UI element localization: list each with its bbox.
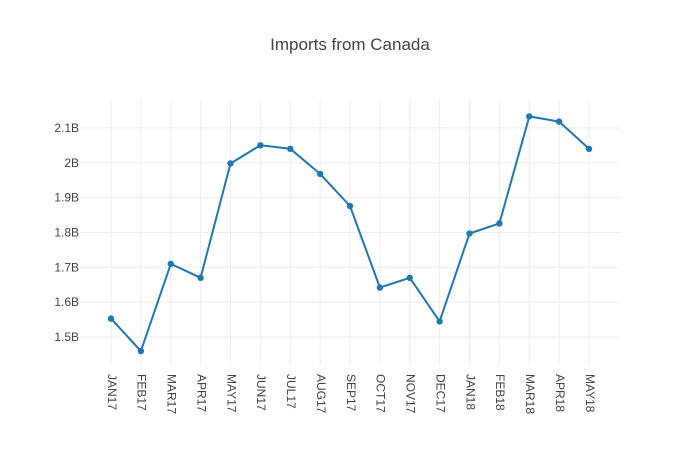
- x-tick-label: FEB18: [493, 374, 507, 411]
- x-tick-label: NOV17: [404, 374, 418, 414]
- x-tick-label: DEC17: [433, 374, 447, 413]
- y-tick-label: 2B: [64, 156, 79, 170]
- x-tick-label: FEB17: [135, 374, 149, 411]
- data-point[interactable]: [406, 274, 413, 282]
- data-point[interactable]: [376, 284, 384, 291]
- x-tick-label: MAY18: [583, 374, 597, 413]
- data-point[interactable]: [526, 113, 533, 120]
- data-point[interactable]: [227, 160, 234, 167]
- x-tick-label: MAY17: [224, 374, 238, 413]
- y-tick-label: 1.9B: [54, 191, 79, 205]
- data-point[interactable]: [555, 118, 563, 125]
- x-tick-label: MAR18: [523, 374, 537, 414]
- data-point[interactable]: [137, 347, 145, 355]
- data-point[interactable]: [167, 260, 174, 268]
- y-tick-label: 1.5B: [54, 330, 79, 344]
- y-axis: 1.5B 1.6B 1.7B 1.8B 1.9B 2B 2.1B: [54, 121, 79, 344]
- y-tick-label: 1.6B: [54, 295, 79, 309]
- x-tick-label: APR17: [194, 374, 208, 412]
- data-point[interactable]: [346, 202, 354, 210]
- y-tick-label: 2.1B: [54, 121, 79, 135]
- x-tick-label: APR18: [553, 374, 567, 412]
- x-tick-label: JAN17: [105, 374, 119, 410]
- data-point[interactable]: [257, 142, 264, 149]
- x-tick-label: AUG17: [314, 374, 328, 414]
- x-axis: JAN17 FEB17 MAR17 APR17 MAY17 JUN17 JUL17 AUG17…: [105, 374, 597, 414]
- data-point[interactable]: [197, 274, 204, 282]
- data-point[interactable]: [496, 220, 503, 227]
- data-point[interactable]: [436, 318, 443, 325]
- x-tick-label: JAN18: [463, 374, 477, 410]
- x-tick-label: SEP17: [344, 374, 358, 412]
- x-tick-label: OCT17: [374, 374, 388, 413]
- y-tick-label: 1.7B: [54, 260, 79, 274]
- data-point[interactable]: [107, 315, 115, 322]
- series: [107, 113, 593, 355]
- chart-title: Imports from Canada: [270, 35, 430, 54]
- y-tick-label: 1.8B: [54, 226, 79, 240]
- data-point[interactable]: [466, 230, 473, 237]
- x-tick-label: JUL17: [284, 374, 298, 409]
- data-point[interactable]: [585, 145, 593, 153]
- x-tick-label: JUN17: [254, 374, 268, 411]
- grid: [80, 100, 620, 365]
- data-point[interactable]: [287, 145, 294, 153]
- x-tick-label: MAR17: [165, 374, 179, 414]
- data-point[interactable]: [316, 170, 324, 178]
